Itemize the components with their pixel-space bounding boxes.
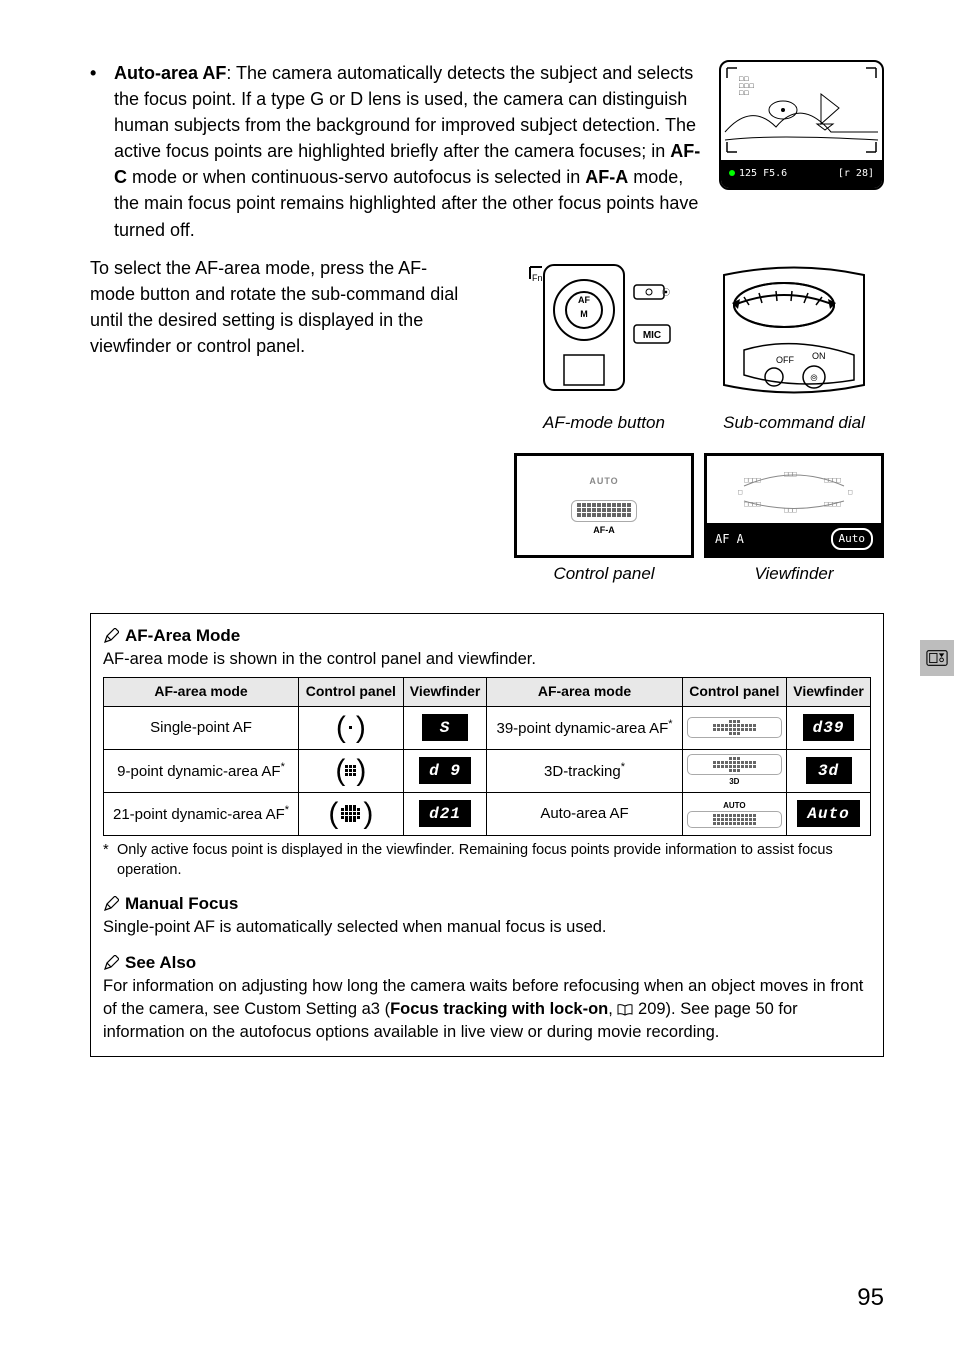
svg-text:□□□: □□□: [784, 470, 797, 478]
svg-text:MIC: MIC: [643, 330, 661, 341]
vf-left-text: AF A: [715, 531, 744, 548]
select-af-mode-text: To select the AF-area mode, press the AF…: [90, 255, 470, 436]
info-box: AF-Area Mode AF-area mode is shown in th…: [90, 613, 884, 1057]
box-title-2: Manual Focus: [125, 892, 238, 916]
lcd-afa-label: AF-A: [571, 524, 637, 537]
manual-focus-text: Single-point AF is automatically selecte…: [103, 916, 871, 939]
vf-21-icon: d21: [403, 792, 487, 835]
svg-text:□□□□: □□□□: [744, 476, 761, 484]
page-number: 95: [857, 1281, 884, 1316]
bullet-marker: •: [90, 60, 114, 243]
box-title-3: See Also: [125, 951, 196, 975]
svg-text:Fn: Fn: [532, 273, 543, 283]
table-footnote: * Only active focus point is displayed i…: [103, 840, 871, 881]
cp-single-icon: (): [299, 706, 404, 749]
control-panel-caption: Control panel: [514, 562, 694, 587]
af-modes-table: AF-area mode Control panel Viewfinder AF…: [103, 677, 871, 836]
th-cp-1: Control panel: [299, 677, 404, 706]
afa-label: AF-A: [585, 167, 628, 187]
sub-command-dial-figure: OFF ON ⦾ Sub-command dial: [704, 255, 884, 436]
viewfinder-illustration: □□□□□□□ 125 F5.6 [r 28]: [719, 60, 884, 190]
cp-9-icon: (): [299, 749, 404, 792]
svg-text:□□□□: □□□□: [824, 476, 841, 484]
th-mode-2: AF-area mode: [487, 677, 682, 706]
svg-text:□: □: [738, 488, 742, 496]
svg-text:⦿: ⦿: [662, 288, 670, 297]
mode-single: Single-point AF: [104, 706, 299, 749]
vf-auto-icon: Auto: [787, 792, 871, 835]
svg-text:M: M: [580, 309, 588, 319]
side-tab-icon: [920, 640, 954, 676]
cp-39-icon: [682, 706, 787, 749]
bullet-label: Auto-area AF: [114, 63, 226, 83]
sub-dial-caption: Sub-command dial: [704, 411, 884, 436]
mode-auto: Auto-area AF: [487, 792, 682, 835]
af-button-caption: AF-mode button: [514, 411, 694, 436]
mode-21: 21-point dynamic-area AF*: [104, 792, 299, 835]
vf-status-left: 125 F5.6: [739, 168, 787, 179]
cp-auto-icon: AUTO: [682, 792, 787, 835]
th-mode-1: AF-area mode: [104, 677, 299, 706]
th-cp-2: Control panel: [682, 677, 787, 706]
th-vf-1: Viewfinder: [403, 677, 487, 706]
svg-text:□: □: [848, 488, 852, 496]
box-title-1: AF-Area Mode: [125, 624, 240, 648]
box-intro: AF-area mode is shown in the control pan…: [103, 648, 871, 671]
svg-text:ON: ON: [812, 351, 826, 361]
svg-text:OFF: OFF: [776, 355, 794, 365]
pencil-icon: [103, 955, 119, 971]
lcd-auto-label: AUTO: [571, 475, 637, 488]
cp-3d-icon: 3D: [682, 749, 787, 792]
svg-text:□□□□: □□□□: [824, 500, 841, 508]
vf-oval-text: Auto: [831, 528, 874, 550]
viewfinder-figure: □□□□□□□□□□□ □□ □□□□□□□□□□□ AF A Auto Vie…: [704, 453, 884, 587]
control-panel-figure: AUTO AF-A Control panel: [514, 453, 694, 587]
mode-9: 9-point dynamic-area AF*: [104, 749, 299, 792]
svg-text:□□□□: □□□□: [744, 500, 761, 508]
af-dots-icon: □□□□□□□: [739, 76, 755, 97]
pencil-icon: [103, 628, 119, 644]
viewfinder-caption: Viewfinder: [704, 562, 884, 587]
pencil-icon: [103, 896, 119, 912]
see-also-text: For information on adjusting how long th…: [103, 975, 871, 1044]
svg-text:⦾: ⦾: [810, 373, 817, 383]
book-icon: [617, 1004, 633, 1016]
vf-status-right: [r 28]: [838, 167, 874, 182]
mode-3d: 3D-tracking*: [487, 749, 682, 792]
vf-9-icon: d 9: [403, 749, 487, 792]
vf-39-icon: d39: [787, 706, 871, 749]
af-mode-button-figure: AF M ⦿ MIC Fn AF-mode button: [514, 255, 694, 436]
cp-21-icon: (): [299, 792, 404, 835]
vf-3d-icon: 3d: [787, 749, 871, 792]
bullet-text-2: mode or when continuous-servo autofocus …: [127, 167, 585, 187]
svg-text:□□□: □□□: [784, 506, 797, 514]
th-vf-2: Viewfinder: [787, 677, 871, 706]
bullet-auto-area-af: • Auto-area AF: The camera automatically…: [90, 60, 707, 243]
mode-39: 39-point dynamic-area AF*: [487, 706, 682, 749]
vf-single-icon: S: [403, 706, 487, 749]
svg-text:AF: AF: [578, 295, 590, 305]
